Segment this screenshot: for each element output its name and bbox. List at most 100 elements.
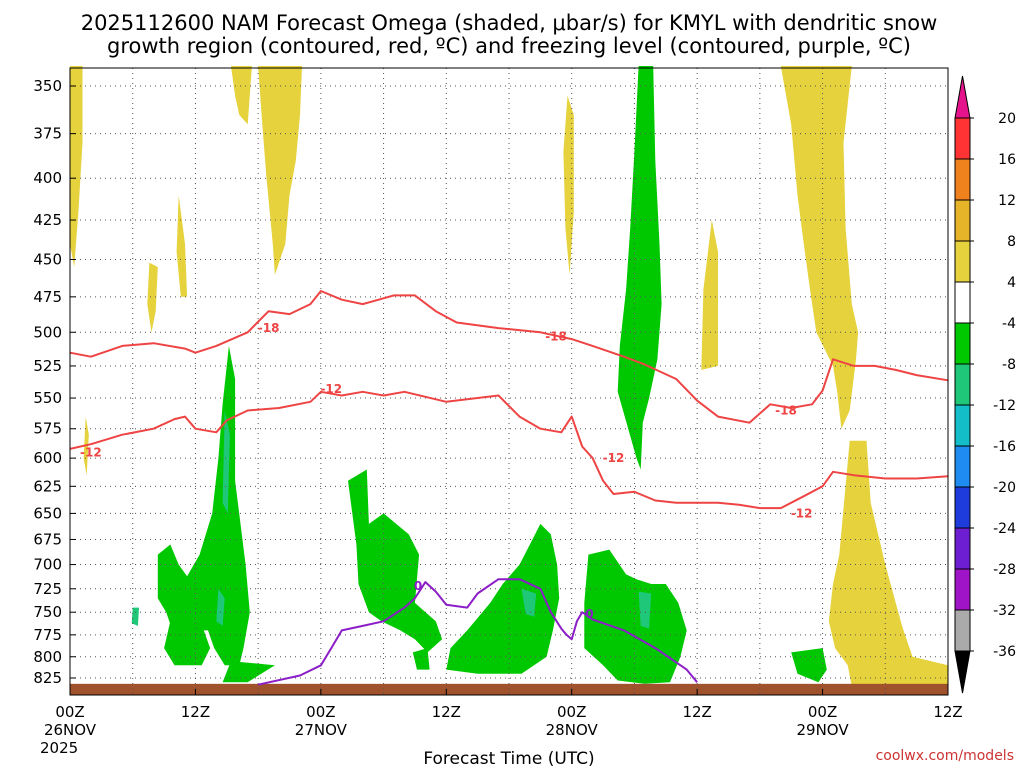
y-axis-ticks: 350 375 400 425 450 475 500 525 550 575 600 625 650 6…	[33, 77, 76, 687]
plot-frame	[69, 67, 949, 696]
y-tick-label-825: 825	[33, 669, 62, 687]
colorbar-label-11: -28	[993, 562, 1016, 578]
omega-region-5	[258, 66, 302, 275]
contour-label-1: -18	[545, 329, 567, 343]
colorbar-label-1: 16	[998, 152, 1016, 168]
y-tick-label-525: 525	[33, 357, 62, 375]
colorbar-label-13: -36	[993, 644, 1016, 660]
y-tick-label-550: 550	[33, 389, 62, 407]
y-tick-label-350: 350	[33, 77, 62, 95]
y-tick-label-650: 650	[33, 504, 62, 522]
omega-region-2	[176, 195, 188, 297]
colorbar-label-6: -8	[1002, 357, 1016, 373]
colorbar-bin-10	[954, 527, 971, 570]
omega-region-21	[521, 588, 537, 617]
y-tick-label-800: 800	[33, 648, 62, 666]
omega-region-7	[701, 220, 718, 370]
x-tick-label-72: 00Z	[808, 703, 837, 721]
x-tick-label-84: 12Z	[933, 703, 962, 721]
omega-region-11	[157, 345, 250, 666]
x-tick-label-12: 12Z	[181, 703, 210, 721]
colorbar-bin-1	[954, 158, 971, 201]
colorbar-top-triangle	[954, 75, 971, 119]
contour-label-2: -18	[775, 403, 797, 417]
contour-line-2	[257, 578, 698, 686]
omega-region-12	[164, 621, 211, 666]
colorbar-bin-9	[954, 486, 971, 529]
y-tick-label-775: 775	[33, 626, 62, 644]
contour-label-8: 0	[585, 607, 593, 621]
colorbar-label-9: -20	[993, 480, 1016, 496]
colorbar-bin-8	[954, 445, 971, 488]
y-tick-label-575: 575	[33, 420, 62, 438]
y-tick-label-425: 425	[33, 211, 62, 229]
omega-region-13	[222, 661, 275, 683]
omega-shading	[70, 66, 948, 687]
y-tick-label-450: 450	[33, 251, 62, 269]
y-tick-label-625: 625	[33, 477, 62, 495]
omega-region-17	[584, 549, 687, 684]
omega-region-23	[131, 607, 139, 626]
x-tick-year-0: 2025	[40, 739, 78, 757]
contour-label-0: -18	[258, 321, 280, 335]
contour-lines	[69, 290, 949, 686]
contour-label-4: -12	[320, 382, 342, 396]
omega-region-6	[563, 95, 574, 275]
chart-title-line-2: growth region (contoured, red, ºC) and f…	[107, 34, 911, 58]
omega-region-1	[147, 262, 158, 333]
omega-region-8	[780, 66, 859, 429]
contour-label-3: -12	[80, 445, 102, 459]
colorbar: 20 16 12 8 4 -4 -8 -12 -16 -20 -24 -28 -32 -36	[954, 75, 1016, 694]
contour-line-1	[69, 390, 949, 510]
x-tick-date-24: 27NOV	[295, 721, 348, 739]
omega-region-18	[791, 648, 827, 683]
y-tick-label-500: 500	[33, 323, 62, 341]
colorbar-label-5: -4	[1002, 316, 1016, 332]
x-tick-date-0: 26NOV	[44, 721, 97, 739]
omega-region-19	[216, 588, 225, 626]
contour-label-6: -12	[791, 506, 813, 520]
colorbar-label-0: 20	[998, 111, 1016, 127]
colorbar-bin-5	[954, 322, 971, 365]
y-tick-label-725: 725	[33, 580, 62, 598]
x-axis-label: Forecast Time (UTC)	[423, 749, 594, 768]
omega-region-14	[348, 469, 443, 653]
colorbar-label-3: 8	[1007, 234, 1016, 250]
ground-surface	[70, 683, 948, 695]
colorbar-bin-4	[954, 281, 971, 324]
y-tick-label-375: 375	[33, 125, 62, 143]
x-tick-label-0: 00Z	[55, 703, 84, 721]
omega-region-16	[446, 523, 560, 674]
y-tick-label-675: 675	[33, 530, 62, 548]
omega-region-15	[412, 648, 430, 670]
credit-text: coolwx.com/models	[876, 748, 1014, 764]
x-tick-date-48: 28NOV	[546, 721, 599, 739]
colorbar-label-10: -24	[993, 521, 1016, 537]
contour-labels: -18 -18 -18 -12 -12 -12 -12 0 0	[80, 321, 812, 621]
colorbar-label-7: -12	[993, 398, 1016, 414]
y-tick-label-475: 475	[33, 288, 62, 306]
contour-label-5: -12	[603, 451, 625, 465]
omega-region-9	[828, 440, 948, 687]
colorbar-bin-12	[954, 609, 971, 652]
colorbar-label-12: -32	[993, 603, 1016, 619]
omega-region-0	[70, 66, 83, 268]
colorbar-label-8: -16	[993, 439, 1016, 455]
contour-label-7: 0	[414, 579, 422, 593]
colorbar-bottom-triangle	[954, 650, 971, 694]
x-tick-label-48: 00Z	[557, 703, 586, 721]
x-tick-label-36: 12Z	[432, 703, 461, 721]
x-tick-label-60: 12Z	[682, 703, 711, 721]
colorbar-bin-6	[954, 363, 971, 406]
colorbar-bin-0	[954, 117, 971, 160]
chart-title-line-1: 2025112600 NAM Forecast Omega (shaded, μ…	[81, 11, 938, 35]
omega-region-22	[222, 410, 230, 514]
colorbar-label-2: 12	[998, 193, 1016, 209]
colorbar-bin-7	[954, 404, 971, 447]
colorbar-bin-3	[954, 240, 971, 283]
colorbar-bin-11	[954, 568, 971, 611]
colorbar-bin-2	[954, 199, 971, 242]
colorbar-label-4: 4	[1007, 275, 1016, 291]
omega-region-4	[231, 66, 252, 125]
